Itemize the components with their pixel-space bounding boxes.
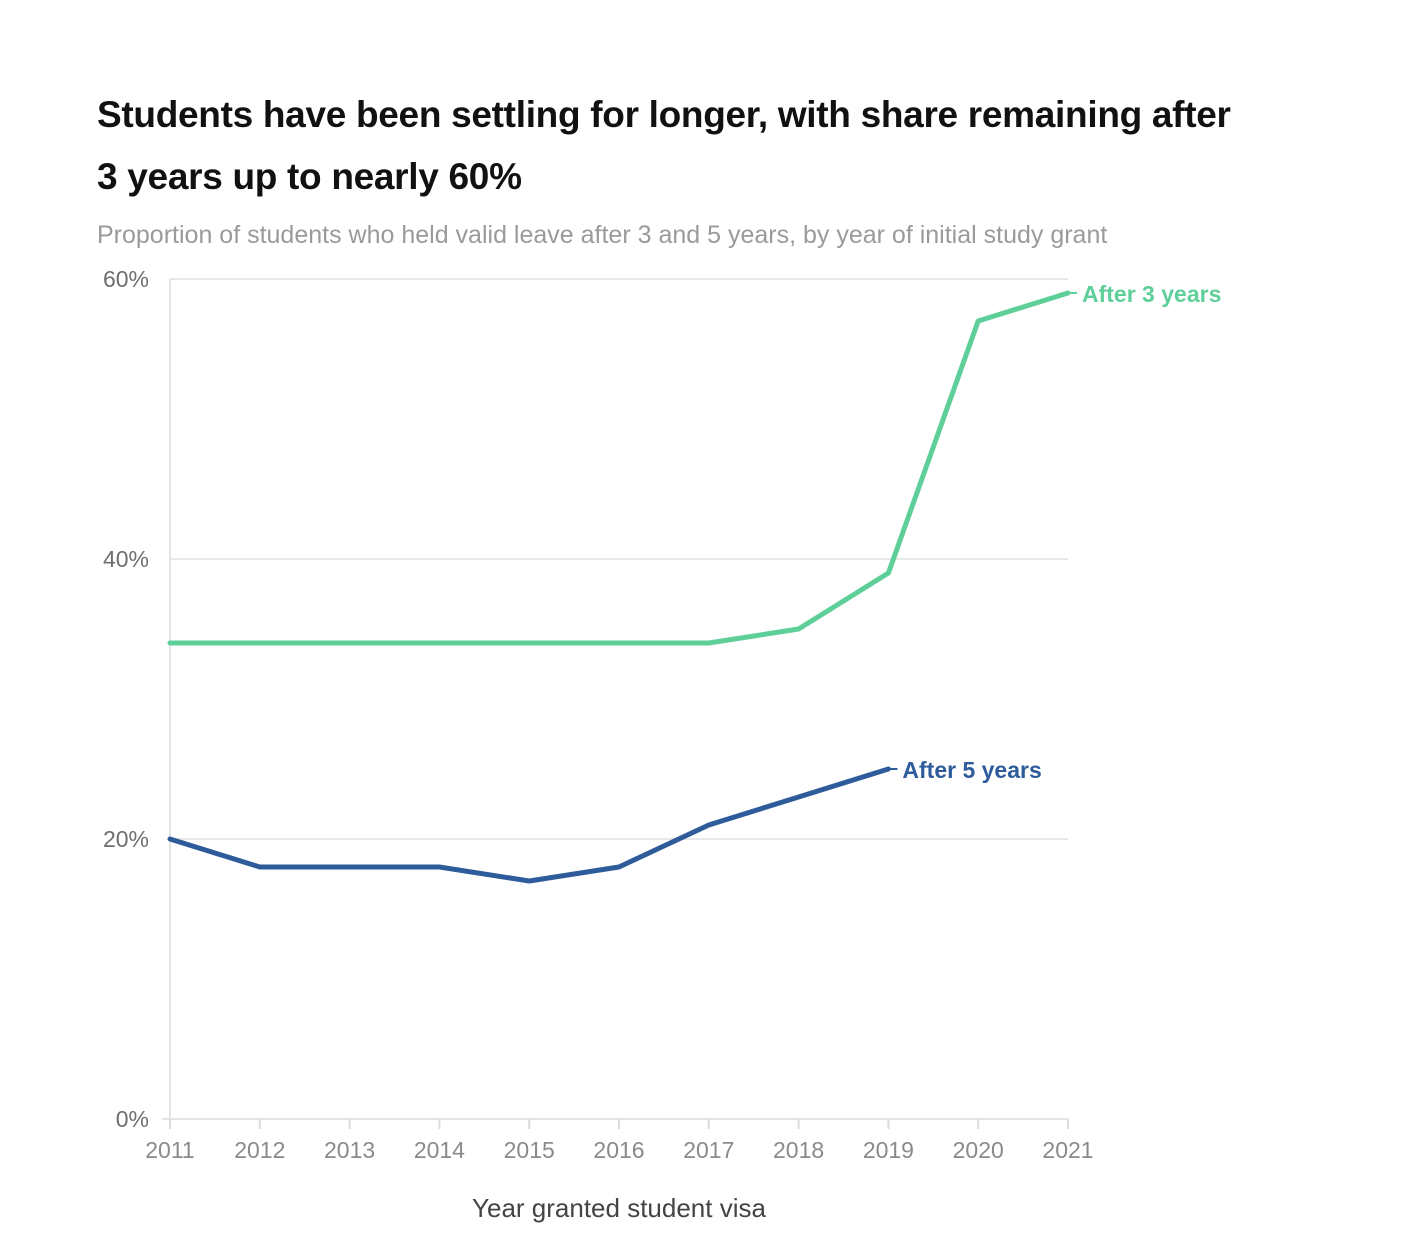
x-tick-label: 2019 <box>863 1137 914 1163</box>
chart-title: Students have been settling for longer, … <box>97 94 1231 197</box>
x-tick-label: 2017 <box>683 1137 734 1163</box>
x-tick-label: 2016 <box>593 1137 644 1163</box>
series-line-after-3-years <box>167 290 1071 646</box>
gridlines <box>170 278 1068 840</box>
y-tick-labels: 0% 20% 40% 60% <box>103 266 149 1132</box>
series-labels: After 3 years After 5 years <box>890 281 1221 783</box>
x-tick-label: 2011 <box>145 1137 194 1163</box>
x-tick-label: 2021 <box>1042 1137 1093 1163</box>
x-tick-label: 2020 <box>953 1137 1004 1163</box>
series-label-after-5-years: After 5 years <box>902 757 1041 783</box>
x-tick-label: 2013 <box>324 1137 375 1163</box>
y-tick-label: 0% <box>116 1106 149 1132</box>
x-tick-labels: 2011 2012 2013 2014 2015 2016 2017 2018 2019 2020… <box>145 1137 1093 1163</box>
axes <box>162 279 1069 1129</box>
x-tick-label: 2018 <box>773 1137 824 1163</box>
x-axis-title: Year granted student visa <box>472 1193 766 1223</box>
x-tick-label: 2014 <box>414 1137 465 1163</box>
x-tick-label: 2012 <box>234 1137 285 1163</box>
x-tick-label: 2015 <box>504 1137 555 1163</box>
y-tick-label: 40% <box>103 546 149 572</box>
series-line-after-5-years <box>167 766 891 884</box>
y-tick-label: 60% <box>103 266 149 292</box>
chart-subtitle: Proportion of students who held valid le… <box>97 221 1108 249</box>
series-lines <box>167 290 1071 884</box>
y-tick-label: 20% <box>103 826 149 852</box>
series-label-after-3-years: After 3 years <box>1082 281 1221 307</box>
